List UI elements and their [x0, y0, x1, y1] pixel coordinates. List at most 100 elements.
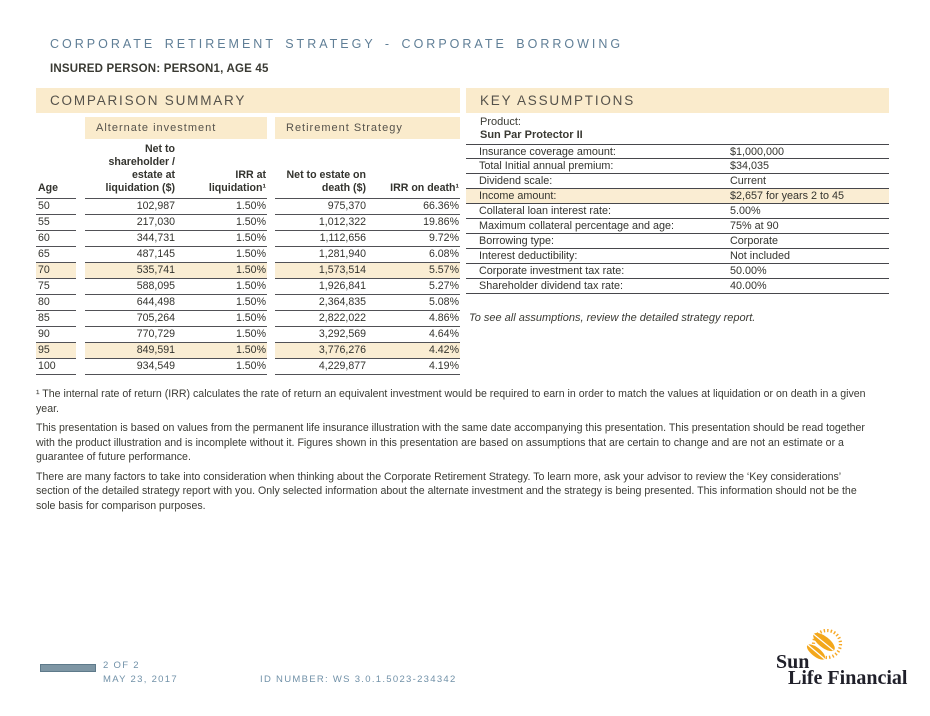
net-death-cell: 2,822,022 — [275, 311, 367, 327]
column-gutter — [76, 247, 85, 263]
assumption-value: 40.00% — [730, 280, 767, 292]
net-death-cell: 1,112,656 — [275, 231, 367, 247]
assumption-row: Corporate investment tax rate: 50.00% — [466, 264, 889, 279]
column-gutter — [267, 279, 275, 295]
age-cell: 85 — [36, 311, 76, 327]
net-death-cell: 2,364,835 — [275, 295, 367, 311]
irr-death-cell: 5.08% — [367, 295, 460, 311]
irr-liquidation-cell: 1.50% — [185, 359, 267, 375]
column-gutter — [76, 295, 85, 311]
net-liquidation-cell: 705,264 — [85, 311, 185, 327]
page-title: CORPORATE RETIREMENT STRATEGY - CORPORAT… — [50, 37, 624, 51]
column-gutter — [267, 263, 275, 279]
net-liquidation-cell: 770,729 — [85, 327, 185, 343]
table-row: 55 217,030 1.50% 1,012,322 19.86% — [36, 215, 460, 231]
net-death-cell: 1,012,322 — [275, 215, 367, 231]
net-death-cell: 975,370 — [275, 199, 367, 215]
age-cell: 75 — [36, 279, 76, 295]
assumption-label: Shareholder dividend tax rate: — [479, 280, 624, 292]
column-gutter — [76, 327, 85, 343]
comparison-summary-header: COMPARISON SUMMARY — [36, 88, 460, 113]
assumption-value: 5.00% — [730, 205, 761, 217]
irr-liquidation-column-header: IRR at liquidation¹ — [185, 169, 267, 199]
logo-word-sun: Sun — [776, 651, 810, 673]
comparison-table-body: 50 102,987 1.50% 975,370 66.36% 55 217,0… — [36, 199, 460, 375]
column-gutter — [267, 215, 275, 231]
assumption-row: Insurance coverage amount: $1,000,000 — [466, 144, 889, 159]
column-gutter — [267, 359, 275, 375]
table-row: 65 487,145 1.50% 1,281,940 6.08% — [36, 247, 460, 263]
net-death-cell: 3,292,569 — [275, 327, 367, 343]
column-gutter — [76, 215, 85, 231]
assumption-label: Total Initial annual premium: — [479, 160, 614, 172]
id-number: ID NUMBER: WS 3.0.1.5023-234342 — [260, 674, 457, 685]
footnotes: ¹ The internal rate of return (IRR) calc… — [36, 387, 869, 518]
irr-liquidation-cell: 1.50% — [185, 327, 267, 343]
irr-liquidation-cell: 1.50% — [185, 295, 267, 311]
net-death-column-header: Net to estate on death ($) — [275, 169, 367, 199]
table-row: 75 588,095 1.50% 1,926,841 5.27% — [36, 279, 460, 295]
page-indicator: 2 OF 2 — [103, 660, 140, 671]
comparison-column-headers: Age Net to shareholder / estate at liqui… — [36, 140, 460, 199]
column-gutter — [267, 199, 275, 215]
net-liquidation-cell: 217,030 — [85, 215, 185, 231]
column-gutter — [76, 199, 85, 215]
net-liquidation-cell: 344,731 — [85, 231, 185, 247]
net-liquidation-cell: 535,741 — [85, 263, 185, 279]
assumption-label: Borrowing type: — [479, 235, 555, 247]
age-cell: 50 — [36, 199, 76, 215]
irr-death-cell: 4.86% — [367, 311, 460, 327]
assumption-label: Dividend scale: — [479, 175, 553, 187]
age-cell: 70 — [36, 263, 76, 279]
net-liquidation-cell: 487,145 — [85, 247, 185, 263]
column-gutter — [76, 343, 85, 359]
assumptions-note: To see all assumptions, review the detai… — [469, 312, 756, 324]
table-row: 50 102,987 1.50% 975,370 66.36% — [36, 199, 460, 215]
age-cell: 65 — [36, 247, 76, 263]
net-death-cell: 1,573,514 — [275, 263, 367, 279]
irr-liquidation-cell: 1.50% — [185, 199, 267, 215]
irr-liquidation-cell: 1.50% — [185, 215, 267, 231]
column-gutter — [267, 231, 275, 247]
sun-life-financial-logo: Sun Life Financial — [768, 629, 907, 691]
footnote-factors: There are many factors to take into cons… — [36, 470, 857, 512]
table-row: 100 934,549 1.50% 4,229,877 4.19% — [36, 359, 460, 375]
net-liquidation-cell: 102,987 — [85, 199, 185, 215]
assumption-value: 50.00% — [730, 265, 767, 277]
assumption-value: 75% at 90 — [730, 220, 779, 232]
product-label: Product: — [480, 116, 521, 128]
assumption-value: Not included — [730, 250, 791, 262]
assumption-value: $34,035 — [730, 160, 770, 172]
age-cell: 95 — [36, 343, 76, 359]
net-death-cell: 4,229,877 — [275, 359, 367, 375]
assumptions-table: Insurance coverage amount: $1,000,000 To… — [466, 144, 889, 294]
table-row: 85 705,264 1.50% 2,822,022 4.86% — [36, 311, 460, 327]
irr-liquidation-cell: 1.50% — [185, 231, 267, 247]
column-gutter — [76, 231, 85, 247]
assumption-label: Income amount: — [479, 190, 557, 202]
column-gutter — [76, 279, 85, 295]
assumption-label: Corporate investment tax rate: — [479, 265, 625, 277]
irr-death-cell: 5.57% — [367, 263, 460, 279]
assumption-value: Current — [730, 175, 767, 187]
assumption-row: Maximum collateral percentage and age: 7… — [466, 219, 889, 234]
assumption-row: Interest deductibility: Not included — [466, 249, 889, 264]
footnote-presentation: This presentation is based on values fro… — [36, 422, 865, 463]
assumption-row: Dividend scale: Current — [466, 174, 889, 189]
net-liquidation-cell: 588,095 — [85, 279, 185, 295]
age-cell: 90 — [36, 327, 76, 343]
page-progress-bar — [40, 664, 96, 672]
net-liquidation-cell: 644,498 — [85, 295, 185, 311]
column-gutter — [267, 311, 275, 327]
key-assumptions-header: KEY ASSUMPTIONS — [466, 88, 889, 113]
assumption-label: Collateral loan interest rate: — [479, 205, 612, 217]
assumption-row: Total Initial annual premium: $34,035 — [466, 159, 889, 174]
assumption-value: $1,000,000 — [730, 145, 785, 158]
net-death-cell: 1,926,841 — [275, 279, 367, 295]
age-cell: 55 — [36, 215, 76, 231]
net-death-cell: 1,281,940 — [275, 247, 367, 263]
assumption-row: Income amount: $2,657 for years 2 to 45 — [466, 189, 889, 204]
table-row: 70 535,741 1.50% 1,573,514 5.57% — [36, 263, 460, 279]
net-death-cell: 3,776,276 — [275, 343, 367, 359]
